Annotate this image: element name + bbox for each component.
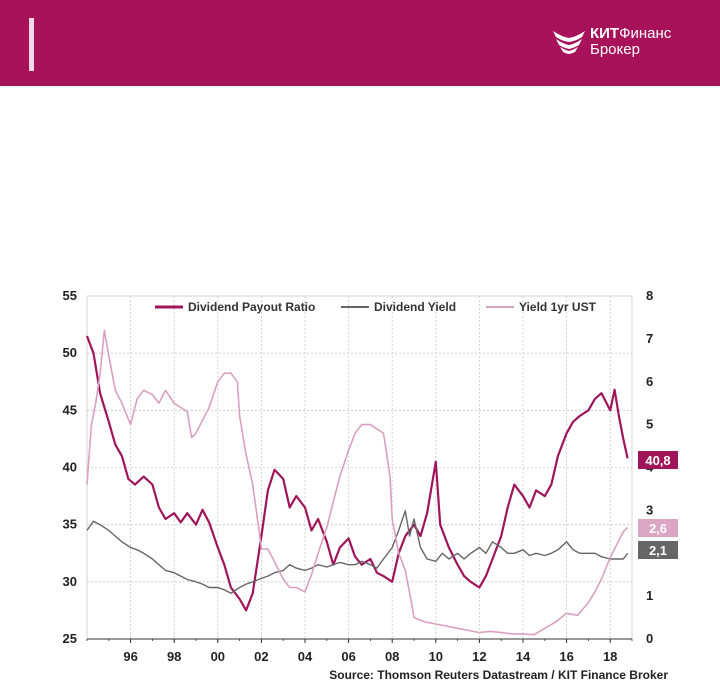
y-right-tick-label: 6	[646, 374, 653, 389]
chart-series	[85, 329, 629, 636]
x-tick-label: 00	[211, 649, 225, 664]
x-tick-label: 10	[429, 649, 443, 664]
y-right-tick-label: 0	[646, 631, 653, 646]
x-tick-label: 98	[167, 649, 181, 664]
y-right-tick-label: 7	[646, 331, 653, 346]
chart-axes: 96 98 00 02 04 06 08 10 12 14 16 182530354045505501…	[63, 288, 654, 664]
brand-name-bold: КИТ	[590, 25, 620, 42]
brand-name: КИТФинанс Брокер	[590, 26, 671, 58]
y-right-tick-label: 3	[646, 502, 653, 517]
chart-grid	[87, 295, 632, 640]
dividend-chart: 96 98 00 02 04 06 08 10 12 14 16 182530354045505501…	[63, 288, 678, 664]
y-right-tick-label: 1	[646, 588, 653, 603]
legend-label: Yield 1yr UST	[519, 300, 597, 314]
y-right-tick-label: 8	[646, 288, 653, 303]
value-badge-text: 2,1	[649, 543, 667, 558]
y-left-tick-label: 25	[63, 631, 77, 646]
y-left-tick-label: 55	[63, 288, 77, 303]
y-left-tick-label: 45	[63, 402, 77, 417]
value-badge-text: 40,8	[645, 453, 670, 468]
brand-name-rest: Финанс	[619, 25, 672, 42]
x-tick-label: 18	[603, 649, 617, 664]
series-line	[86, 329, 629, 636]
value-badge-text: 2,6	[649, 521, 667, 536]
value-badge	[638, 519, 678, 537]
x-tick-label: 16	[559, 649, 573, 664]
legend-label: Dividend Yield	[374, 300, 456, 314]
x-tick-label: 08	[385, 649, 399, 664]
y-left-tick-label: 40	[63, 460, 77, 475]
series-line	[85, 335, 629, 612]
x-tick-label: 12	[472, 649, 486, 664]
y-left-tick-label: 35	[63, 517, 77, 532]
legend-label: Dividend Payout Ratio	[188, 300, 315, 314]
chart-legend: Dividend Payout Ratio Dividend Yield Yield…	[155, 300, 597, 314]
x-tick-label: 14	[516, 649, 531, 664]
y-right-tick-label: 5	[646, 417, 653, 432]
value-badge	[638, 541, 678, 559]
x-tick-label: 06	[341, 649, 355, 664]
header-banner: КИТФинанс Брокер	[0, 0, 720, 86]
x-tick-label: 02	[254, 649, 268, 664]
brand-subtitle: Брокер	[590, 41, 640, 58]
x-tick-label: 96	[123, 649, 137, 664]
series-line	[86, 510, 629, 594]
kit-wings-icon	[553, 31, 585, 54]
x-tick-label: 04	[298, 649, 313, 664]
last-value-labels: 40,8 2,1 2,6	[638, 451, 678, 559]
chart-source-note: Source: Thomson Reuters Datastream / KIT…	[329, 668, 668, 682]
header-accent-bar	[29, 18, 34, 71]
y-left-tick-label: 30	[63, 574, 77, 589]
value-badge	[638, 451, 678, 469]
y-left-tick-label: 50	[63, 345, 77, 360]
